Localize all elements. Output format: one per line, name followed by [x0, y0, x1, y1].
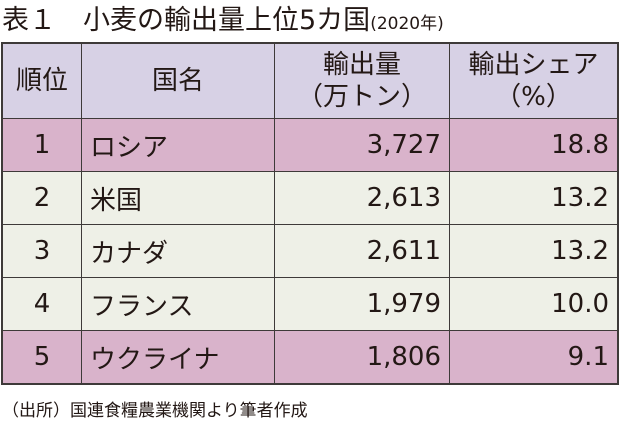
- header-row: 順位 国名 輸出量 （万トン） 輸出シェア （%）: [1, 42, 619, 119]
- table-cell: カナダ: [81, 224, 275, 278]
- table-cell: 2,613: [274, 171, 450, 225]
- title: 表１ 小麦の輸出量上位5カ国(2020年): [2, 2, 444, 40]
- table-cell: ウクライナ: [81, 330, 275, 385]
- source-note: （出所）国連食糧農業機関より筆者作成: [2, 401, 308, 421]
- table-cell: 2: [1, 171, 82, 225]
- table-cell: 9.1: [449, 330, 619, 385]
- header-line: 輸出シェア: [468, 50, 599, 80]
- table-cell: 1: [1, 118, 82, 172]
- header-line: 輸出量: [322, 50, 401, 80]
- table-row: 1 ロシア 3,727 18.8: [1, 118, 619, 172]
- table-cell: 3,727: [274, 118, 450, 172]
- table-cell: 10.0: [449, 277, 619, 331]
- table-cell: フランス: [81, 277, 275, 331]
- table-cell: 1,806: [274, 330, 450, 385]
- table-body: 1 ロシア 3,727 18.8 2 米国 2,613 13.2 3 カナダ 2,611 13.2 4 フ…: [1, 118, 619, 385]
- table-cell: 4: [1, 277, 82, 331]
- header-cell: 国名: [81, 42, 275, 119]
- table-cell: 2,611: [274, 224, 450, 278]
- table-cell: 13.2: [449, 171, 619, 225]
- table-header: 順位 国名 輸出量 （万トン） 輸出シェア （%）: [1, 42, 619, 119]
- subtitle: (2020年): [370, 14, 444, 34]
- header-cell: 輸出量 （万トン）: [274, 42, 450, 119]
- table-cell: 13.2: [449, 224, 619, 278]
- table-cell: 3: [1, 224, 82, 278]
- table-row: 4 フランス 1,979 10.0: [1, 277, 619, 331]
- table-cell: 米国: [81, 171, 275, 225]
- table-cell: ロシア: [81, 118, 275, 172]
- table: 順位 国名 輸出量 （万トン） 輸出シェア （%） 1 ロシア 3,727 18.8 2 米国…: [1, 42, 619, 385]
- header-cell: 順位: [1, 42, 82, 119]
- header-line: （万トン）: [296, 82, 427, 112]
- table-cell: 5: [1, 330, 82, 385]
- table-row: 3 カナダ 2,611 13.2: [1, 224, 619, 278]
- table-cell: 1,979: [274, 277, 450, 331]
- table-row: 5 ウクライナ 1,806 9.1: [1, 330, 619, 385]
- title-text: 表１ 小麦の輸出量上位5カ国: [2, 5, 371, 36]
- table-cell: 18.8: [449, 118, 619, 172]
- table-row: 2 米国 2,613 13.2: [1, 171, 619, 225]
- header-line: （%）: [495, 82, 572, 112]
- header-cell: 輸出シェア （%）: [449, 42, 619, 119]
